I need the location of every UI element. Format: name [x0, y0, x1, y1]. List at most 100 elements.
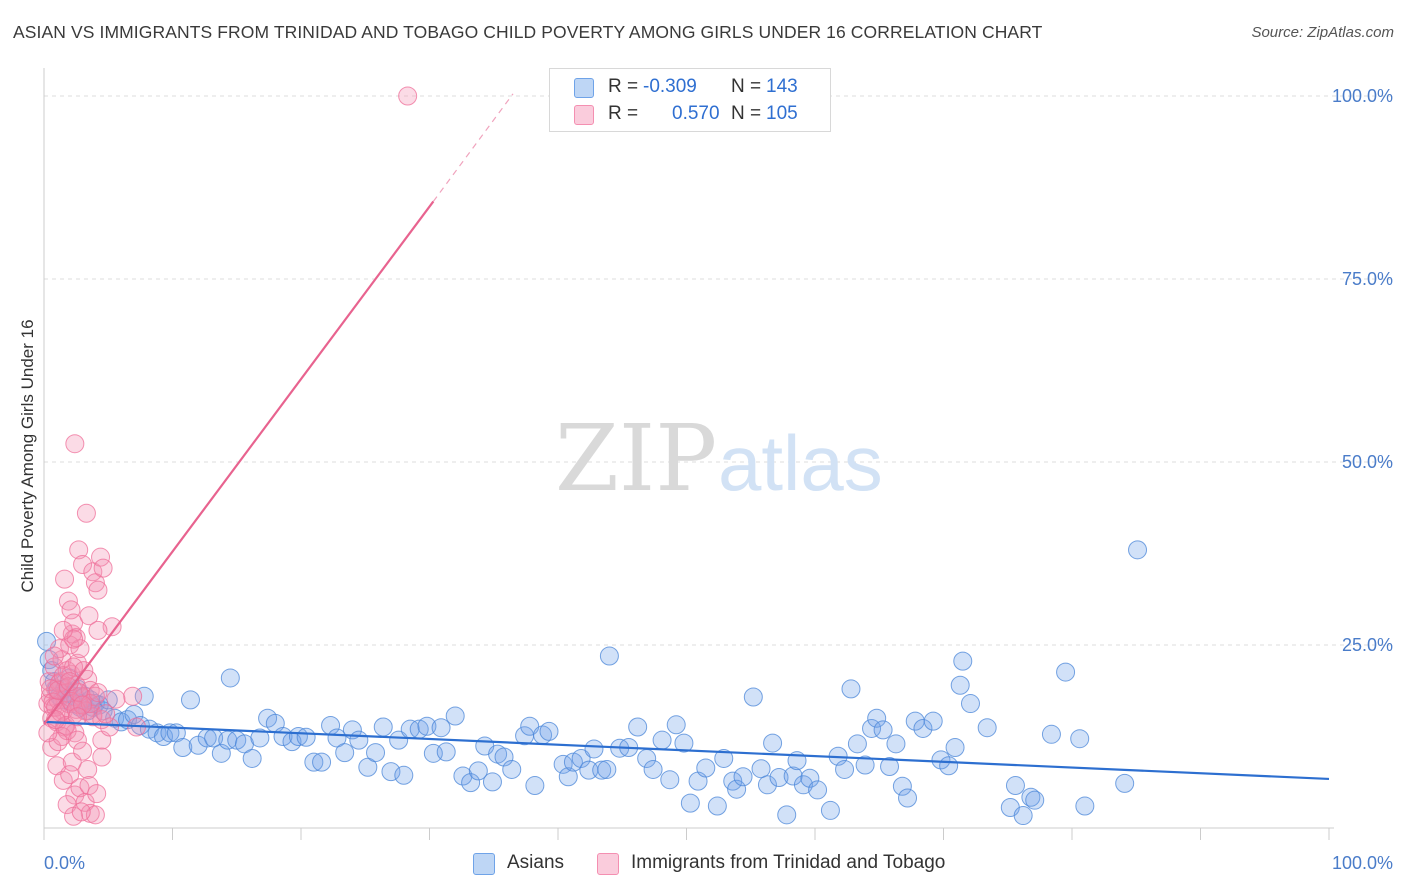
asian-point-101	[666, 715, 686, 735]
trinidad-point-103	[398, 86, 418, 106]
legend-swatch-asians	[574, 78, 594, 98]
asian-point-59	[358, 757, 378, 777]
asian-point-143	[960, 694, 980, 714]
asian-point-76	[482, 772, 502, 792]
legend-n-value-asians: 143	[766, 76, 798, 97]
trinidad-point-21	[57, 661, 77, 681]
asian-point-137	[923, 711, 943, 731]
bottom-legend-swatch-trinidad	[597, 853, 619, 875]
trinidad-point-73	[73, 554, 93, 574]
asian-point-73	[461, 773, 481, 793]
x-ticks	[43, 828, 1330, 840]
trinidad-point-80	[93, 558, 113, 578]
y-tick-label-75: 75.0%	[1342, 269, 1393, 289]
asian-point-58	[349, 730, 369, 750]
asian-point-28	[134, 686, 154, 706]
asian-point-111	[743, 687, 763, 707]
asian-point-114	[763, 733, 783, 753]
trinidad-point-79	[91, 547, 111, 567]
trend-line-trinidad	[43, 200, 435, 725]
trinidad-point-42	[64, 657, 84, 677]
trinidad-point-30	[80, 680, 100, 700]
trinidad-point-84	[123, 686, 143, 706]
legend-r-value-asians: -0.309	[643, 76, 697, 97]
trinidad-point-62	[71, 802, 91, 822]
asian-point-100	[660, 770, 680, 790]
asian-point-121	[808, 780, 828, 800]
asian-point-146	[1005, 776, 1025, 796]
asian-point-51	[296, 727, 316, 747]
asian-point-84	[539, 721, 559, 741]
asian-point-147	[1013, 806, 1033, 826]
asian-point-153	[1075, 796, 1095, 816]
asian-point-139	[939, 756, 959, 776]
asian-point-132	[886, 734, 906, 754]
asian-point-144	[977, 718, 997, 738]
trinidad-point-74	[76, 503, 96, 523]
asian-point-142	[953, 651, 973, 671]
asian-point-134	[898, 788, 918, 808]
asian-point-110	[733, 767, 753, 787]
asian-point-155	[1128, 540, 1148, 560]
asian-point-52	[304, 752, 324, 772]
trend-line-trinidad-extension	[432, 93, 514, 202]
asian-point-99	[652, 730, 672, 750]
asian-point-98	[643, 759, 663, 779]
trinidad-point-64	[87, 784, 107, 804]
watermark-atlas: atlas	[718, 419, 883, 507]
asian-point-109	[727, 779, 747, 799]
legend-n-value-trinidad: 105	[766, 103, 798, 124]
legend-swatch-trinidad	[574, 105, 594, 125]
asian-point-74	[468, 761, 488, 781]
asian-point-63	[389, 730, 409, 750]
trinidad-point-98	[67, 707, 87, 727]
trinidad-point-93	[53, 620, 73, 640]
trinidad-point-104	[46, 710, 66, 730]
trinidad-point-81	[102, 617, 122, 637]
asian-point-125	[841, 679, 861, 699]
asian-point-103	[680, 793, 700, 813]
asian-point-126	[847, 734, 867, 754]
series-asians-points	[37, 540, 1148, 826]
trinidad-point-72	[69, 540, 89, 560]
asian-point-140	[945, 737, 965, 757]
asian-point-93	[599, 646, 619, 666]
asian-point-71	[445, 706, 465, 726]
asian-point-22	[98, 690, 118, 710]
asian-point-64	[394, 765, 414, 785]
asian-point-106	[707, 796, 727, 816]
asian-point-61	[373, 717, 393, 737]
trinidad-point-67	[55, 569, 75, 589]
asian-point-88	[571, 748, 591, 768]
asian-point-122	[820, 800, 840, 820]
asian-point-67	[417, 716, 437, 736]
asian-point-45	[250, 728, 270, 748]
trinidad-point-70	[64, 613, 84, 633]
asian-point-113	[757, 775, 777, 795]
trinidad-point-83	[88, 620, 108, 640]
trinidad-point-59	[85, 805, 105, 825]
x-tick-label-max: 100.0%	[1332, 853, 1393, 873]
asian-point-96	[628, 717, 648, 737]
asian-point-112	[751, 759, 771, 779]
bottom-legend-label-trinidad: Immigrants from Trinidad and Tobago	[631, 852, 946, 873]
asian-point-41	[220, 668, 240, 688]
asian-point-55	[327, 728, 347, 748]
watermark: ZIP atlas	[555, 405, 883, 512]
asian-point-120	[800, 768, 820, 788]
asian-point-35	[180, 690, 200, 710]
asian-point-79	[502, 759, 522, 779]
trinidad-point-78	[88, 580, 108, 600]
chart-title: ASIAN VS IMMIGRANTS FROM TRINIDAD AND TO…	[13, 22, 1043, 42]
trinidad-point-51	[73, 741, 93, 761]
trinidad-point-95	[80, 694, 100, 714]
watermark-zip: ZIP	[555, 405, 717, 512]
correlation-legend: R = -0.309 N = 143 R = 0.570 N = 105	[549, 68, 831, 132]
asian-point-82	[525, 776, 545, 796]
y-tick-label-50: 50.0%	[1342, 452, 1393, 472]
asian-point-148	[1021, 787, 1041, 807]
trinidad-point-75	[79, 606, 99, 626]
series-trinidad-points	[38, 86, 418, 826]
asian-point-131	[880, 757, 900, 777]
